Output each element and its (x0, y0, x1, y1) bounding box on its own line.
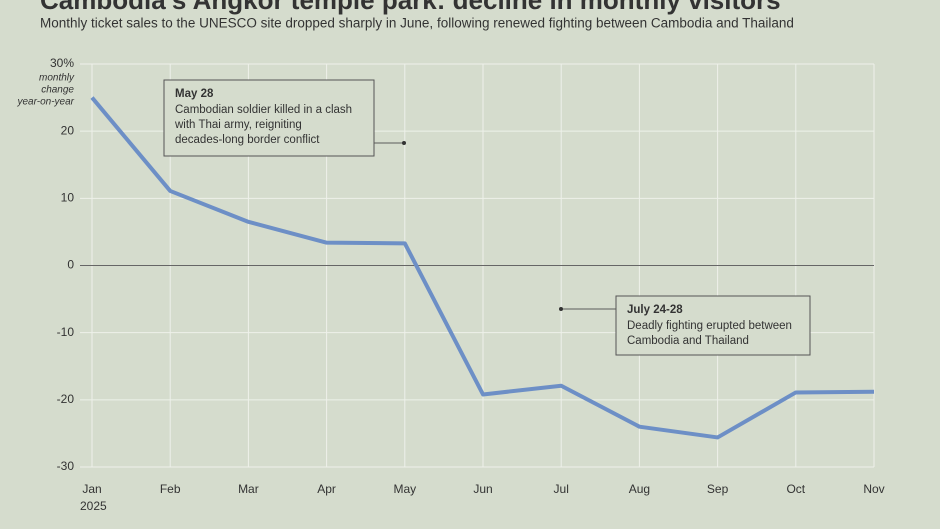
x-tick-label: Jul (554, 482, 569, 496)
x-tick-label: Apr (317, 482, 336, 496)
annotation-text: Cambodian soldier killed in a clash (175, 104, 352, 116)
annotation-title: May 28 (175, 88, 214, 100)
x-tick-label: Oct (786, 482, 805, 496)
annotation-text: with Thai army, reigniting (174, 119, 302, 131)
annotation-box (615, 295, 811, 356)
y-tick-label: -10 (57, 325, 75, 339)
y-tick-label: -20 (57, 392, 75, 406)
x-tick-label: Jan (82, 482, 101, 496)
x-tick-label: Feb (160, 482, 181, 496)
y-axis-label: monthly (39, 73, 75, 84)
annotation-text: decades-long border conflict (175, 134, 320, 146)
x-tick-label: Jun (473, 482, 492, 496)
x-tick-label: Sep (707, 482, 729, 496)
y-tick-label: -30 (57, 459, 75, 473)
data-line (90, 96, 875, 440)
annotation-text: Deadly fighting erupted between (627, 320, 792, 332)
annotation-box (163, 79, 375, 157)
x-tick-label: May (393, 482, 416, 496)
y-axis-label: change (41, 85, 74, 96)
chart-title: Cambodia's Angkor temple park: decline i… (40, 0, 781, 15)
annotation-text: Cambodia and Thailand (627, 335, 749, 347)
y-axis-label: year-on-year (16, 97, 74, 108)
x-tick-label: Nov (863, 482, 884, 496)
chart-subtitle: Monthly ticket sales to the UNESCO site … (40, 16, 794, 31)
y-tick-label: 0 (67, 258, 74, 272)
y-tick-label: 10 (61, 191, 75, 205)
y-tick-label: 20 (61, 123, 75, 137)
y-tick-label: 30% (50, 56, 74, 70)
annotation-title: July 24-28 (627, 304, 683, 316)
x-tick-label: Aug (629, 482, 650, 496)
x-tick-label: Mar (238, 482, 259, 496)
x-year-label: 2025 (80, 499, 107, 513)
